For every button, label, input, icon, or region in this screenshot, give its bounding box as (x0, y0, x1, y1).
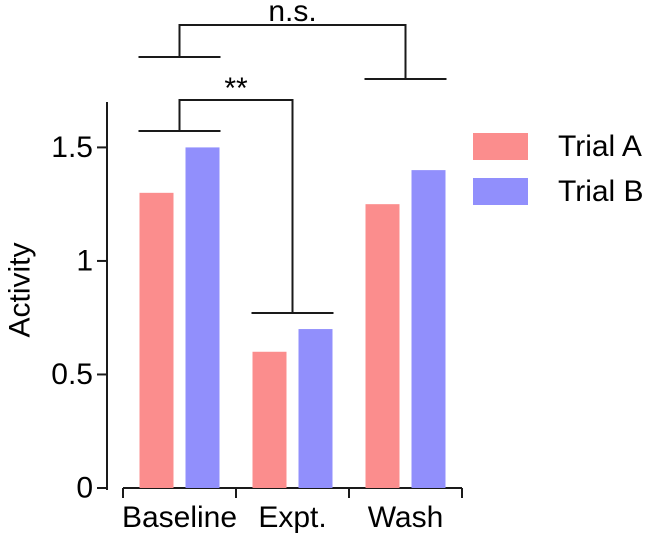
y-tick-label-0-5: 0.5 (51, 358, 93, 391)
significance-bracket-star (178, 99, 294, 313)
x-category-label-expt: Expt. (258, 501, 326, 534)
y-tick-label-0: 0 (76, 472, 93, 505)
bar-trial-b-expt (298, 329, 333, 488)
bar-trial-a-baseline (139, 192, 174, 488)
x-category-label-baseline: Baseline (122, 501, 237, 534)
legend-label-trial-b: Trial B (558, 175, 644, 208)
legend-swatch-trial-b (473, 178, 528, 205)
y-tick-label-1-5: 1.5 (51, 131, 93, 164)
bar-trial-a-expt (252, 351, 287, 488)
legend-label-trial-a: Trial A (558, 130, 642, 163)
y-axis-title: Activity (4, 242, 37, 337)
y-tick-label-1: 1 (76, 244, 93, 277)
legend-swatch-trial-a (473, 133, 528, 160)
bar-trial-b-wash (411, 170, 446, 488)
x-category-label-wash: Wash (368, 501, 444, 534)
significance-label-star: ** (224, 72, 248, 105)
bar-trial-a-wash (365, 204, 400, 489)
significance-label-n-s: n.s. (268, 0, 316, 28)
bar-trial-b-baseline (185, 147, 220, 489)
significance-bracket-n-s (178, 24, 407, 79)
